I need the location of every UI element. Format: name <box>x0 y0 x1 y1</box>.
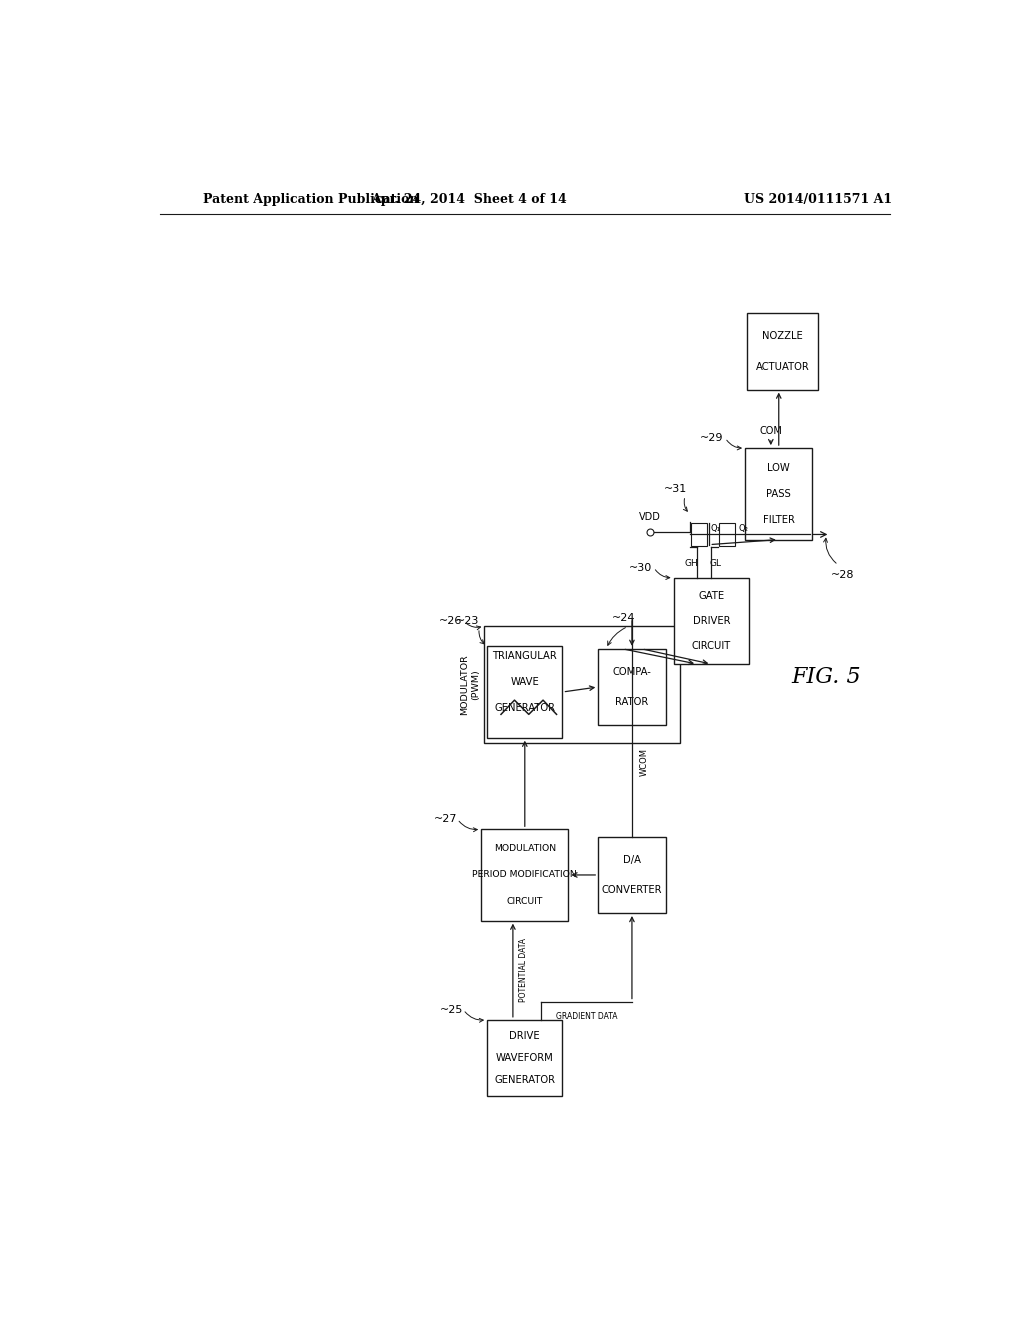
Text: US 2014/0111571 A1: US 2014/0111571 A1 <box>744 193 893 206</box>
Text: ~25: ~25 <box>439 1005 463 1015</box>
Text: WCOM: WCOM <box>640 748 649 776</box>
Text: GENERATOR: GENERATOR <box>495 1074 555 1085</box>
Text: Apr. 24, 2014  Sheet 4 of 14: Apr. 24, 2014 Sheet 4 of 14 <box>372 193 567 206</box>
Text: ~31: ~31 <box>664 483 687 494</box>
Bar <box>598 837 666 913</box>
Text: FIG. 5: FIG. 5 <box>792 665 861 688</box>
Text: PASS: PASS <box>766 488 792 499</box>
Text: GRADIENT DATA: GRADIENT DATA <box>556 1011 617 1020</box>
Text: LOW: LOW <box>767 463 791 473</box>
Bar <box>691 523 708 545</box>
Text: ~26: ~26 <box>439 616 463 626</box>
Bar <box>745 447 812 540</box>
Text: WAVEFORM: WAVEFORM <box>496 1053 554 1063</box>
Bar <box>674 578 749 664</box>
Text: COM: COM <box>760 426 782 436</box>
Bar <box>487 647 562 738</box>
Text: GATE: GATE <box>698 591 724 601</box>
Text: Q₂: Q₂ <box>738 524 749 533</box>
Bar <box>719 523 735 545</box>
Text: ~28: ~28 <box>830 570 854 579</box>
Text: D/A: D/A <box>623 855 641 865</box>
Text: GENERATOR: GENERATOR <box>495 704 555 713</box>
Text: ~24: ~24 <box>612 614 636 623</box>
Text: Q₁: Q₁ <box>711 524 721 533</box>
Text: DRIVER: DRIVER <box>692 616 730 626</box>
Text: NOZZLE: NOZZLE <box>762 331 803 342</box>
Bar <box>598 649 666 725</box>
Text: RATOR: RATOR <box>615 697 648 708</box>
Text: ~30: ~30 <box>629 562 652 573</box>
Text: PERIOD MODIFICATION: PERIOD MODIFICATION <box>472 870 578 879</box>
Text: GL: GL <box>710 558 721 568</box>
Text: CIRCUIT: CIRCUIT <box>507 896 543 906</box>
Text: POTENTIAL DATA: POTENTIAL DATA <box>519 939 528 1002</box>
Bar <box>481 829 568 921</box>
Bar <box>746 313 818 389</box>
Text: MODULATION: MODULATION <box>494 845 556 853</box>
Text: TRIANGULAR: TRIANGULAR <box>493 651 557 661</box>
Text: MODULATOR
(PWM): MODULATOR (PWM) <box>461 653 479 714</box>
Text: CIRCUIT: CIRCUIT <box>691 640 731 651</box>
Bar <box>484 626 680 743</box>
Bar <box>487 1020 562 1096</box>
Text: Patent Application Publication: Patent Application Publication <box>204 193 419 206</box>
Text: VDD: VDD <box>639 512 662 523</box>
Text: COMPA-: COMPA- <box>612 667 651 677</box>
Text: DRIVE: DRIVE <box>510 1031 540 1041</box>
Text: CONVERTER: CONVERTER <box>602 886 663 895</box>
Text: ~23: ~23 <box>456 616 479 626</box>
Text: WAVE: WAVE <box>510 677 540 686</box>
Text: ~29: ~29 <box>700 433 723 444</box>
Text: ~27: ~27 <box>434 814 457 824</box>
Text: FILTER: FILTER <box>763 515 795 525</box>
Text: ACTUATOR: ACTUATOR <box>756 362 810 372</box>
Text: GH: GH <box>685 558 698 568</box>
